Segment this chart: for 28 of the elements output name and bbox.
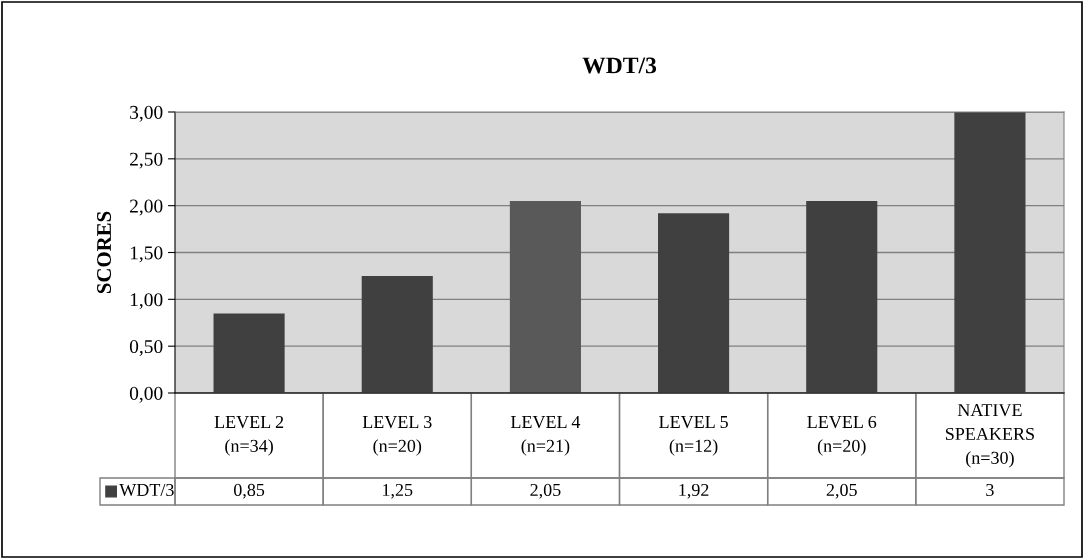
y-tick-label: 1,00 — [130, 293, 163, 310]
data-label: 0,85 — [233, 483, 265, 499]
data-label: 3 — [986, 483, 994, 497]
data-label: 2,05 — [826, 483, 857, 499]
bar — [658, 213, 730, 393]
bar — [213, 313, 285, 393]
data-label: 1,25 — [383, 483, 413, 499]
chart-title: WDT/3 — [582, 57, 657, 74]
bar — [361, 275, 433, 393]
y-tick-label: 0,50 — [129, 339, 163, 356]
y-tick-label: 2,50 — [130, 152, 163, 169]
bar — [954, 112, 1026, 393]
y-tick-label: 1,50 — [130, 246, 163, 263]
y-axis-title: SCORES — [97, 211, 112, 294]
bar — [509, 200, 581, 393]
x-tick-label: NATIVE SPEAKERS (n=30) — [945, 404, 1034, 468]
y-tick-label: 3,00 — [130, 105, 163, 122]
x-tick-label: LEVEL 2 (n=34) — [214, 415, 284, 456]
bar — [806, 200, 878, 393]
data-label: 2,05 — [530, 483, 561, 499]
x-tick-label: LEVEL 4 (n=21) — [510, 416, 581, 456]
x-tick-label: LEVEL 5 (n=12) — [659, 416, 728, 456]
x-tick-label: LEVEL 6 (n=20) — [807, 415, 877, 456]
legend-label: WDT/3 — [119, 483, 174, 497]
x-tick-label: LEVEL 3 (n=20) — [362, 415, 432, 456]
data-label: 1,92 — [679, 483, 709, 499]
y-tick-label: 0,00 — [129, 386, 163, 403]
y-tick-label: 2,00 — [130, 199, 163, 216]
